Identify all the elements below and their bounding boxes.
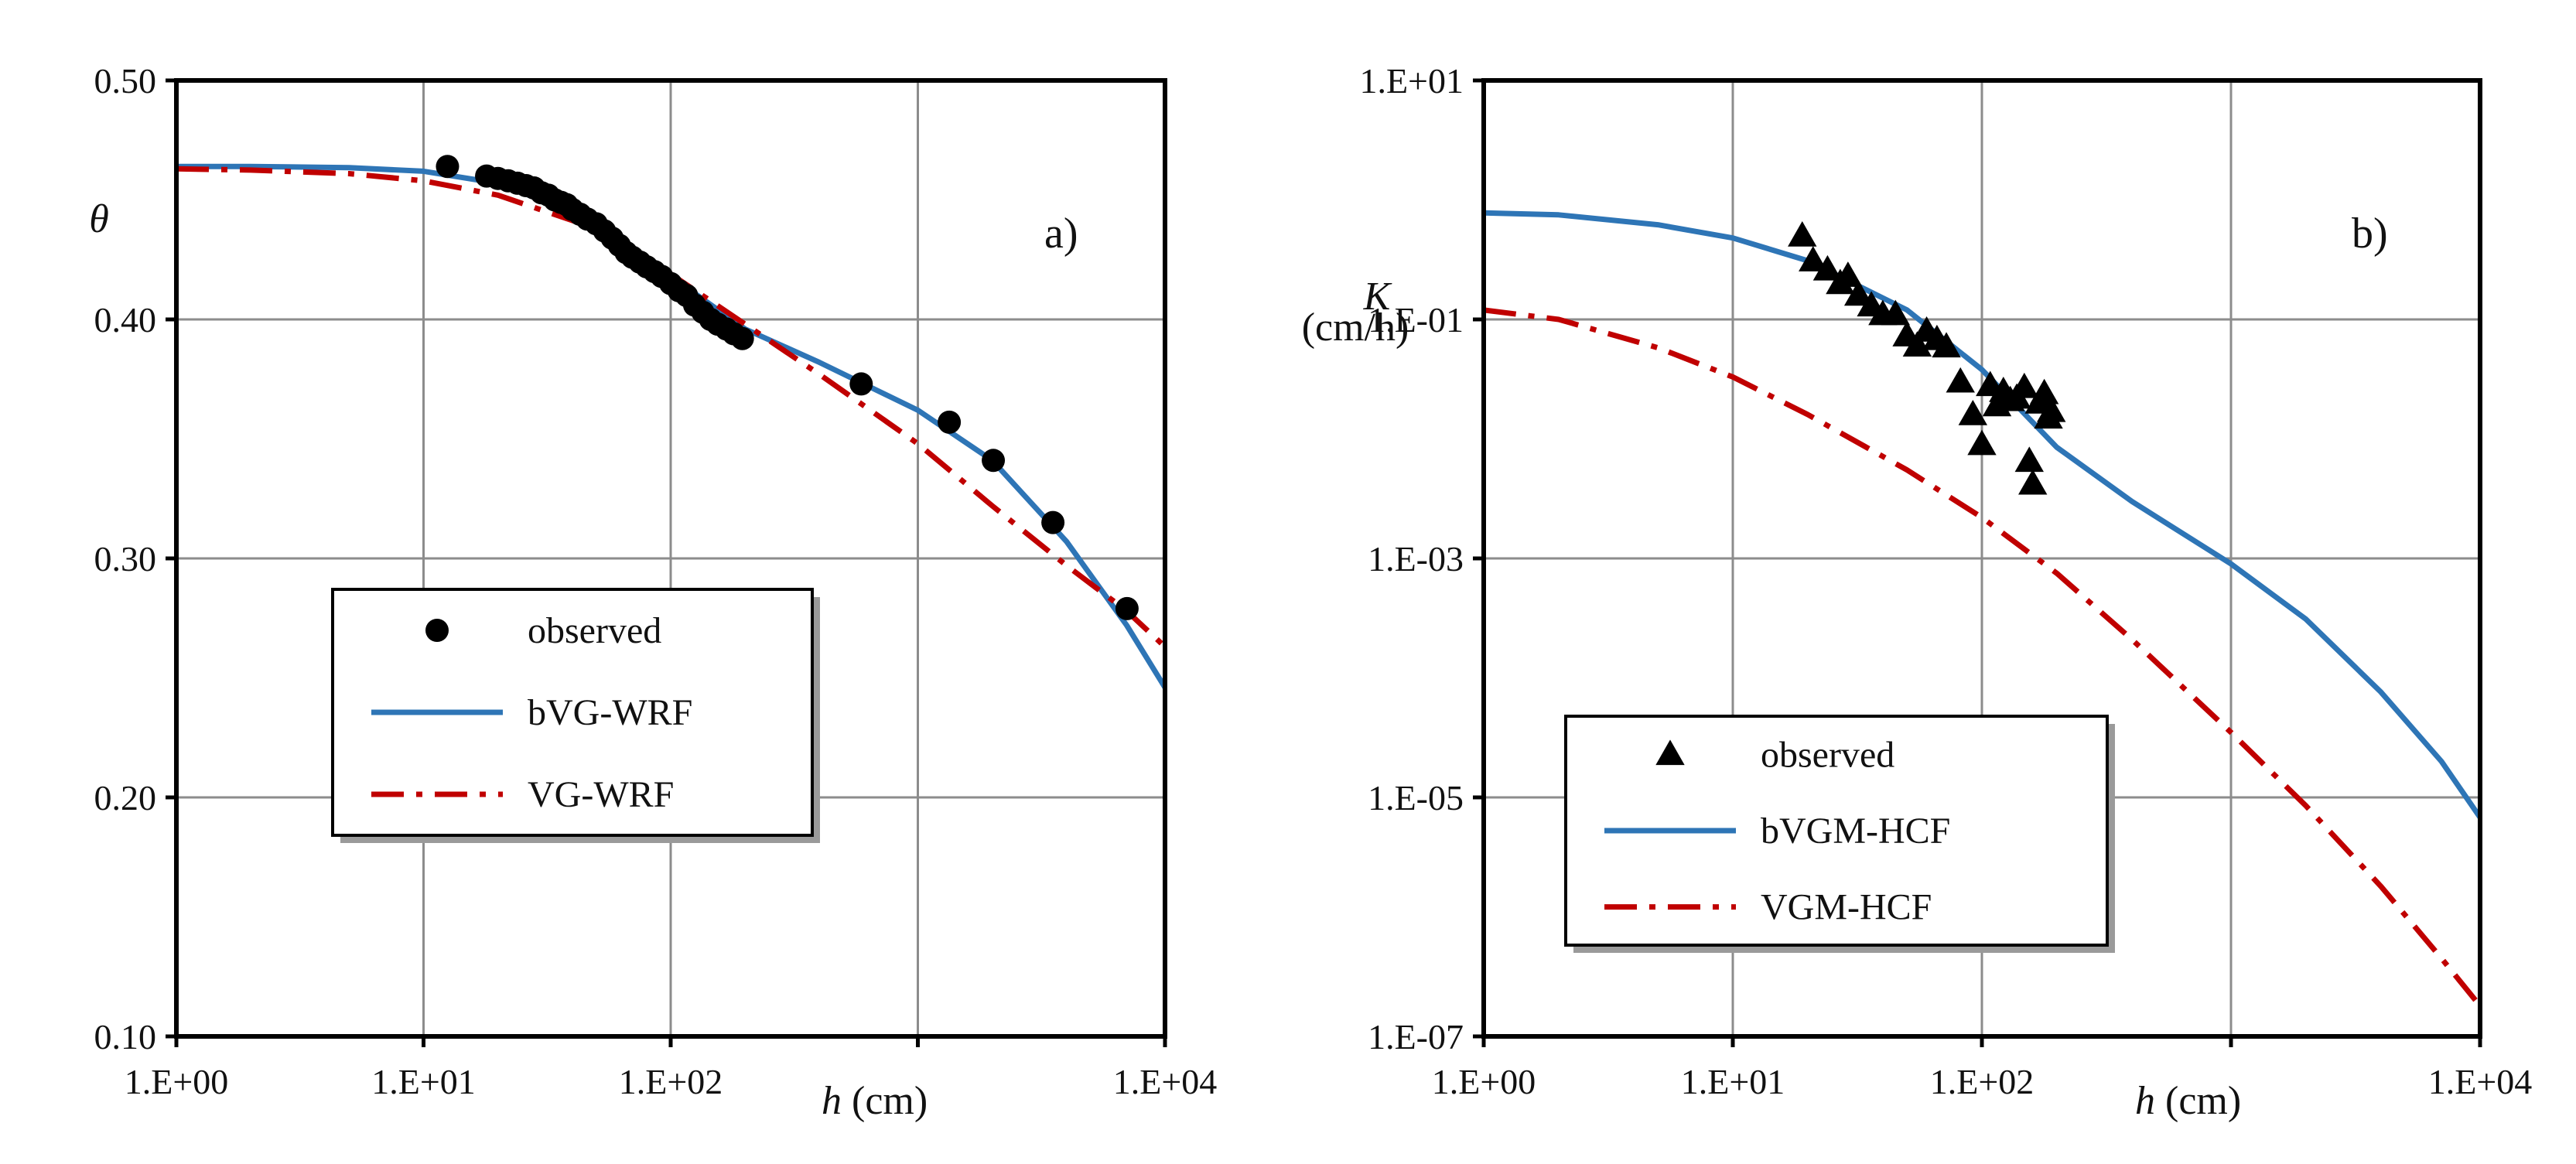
x-axis-unit: (cm) [842,1079,928,1123]
y-axis-label: θ [89,197,109,241]
y-tick-label: 0.10 [94,1017,157,1056]
data-point-observed [1967,429,1997,456]
data-point-observed [2037,396,2066,422]
data-point-observed [1958,399,1988,425]
x-axis-label: h (cm) [2135,1079,2241,1123]
x-tick-label: 1.E+04 [2428,1062,2533,1101]
legend-marker-observed [1655,739,1685,766]
data-point-observed [1799,246,1828,271]
data-point-observed [2010,372,2039,398]
y-tick-label: 1.E-01 [1368,300,1464,340]
data-point-observed [1812,254,1843,281]
x-tick-label: 1.E+00 [125,1062,229,1101]
x-tick-label: 1.E+01 [1681,1062,1785,1101]
y-axis-label: K [1363,275,1392,319]
y-axis-unit: (cm/h) [1302,306,1409,350]
x-axis-variable: h [822,1079,842,1123]
data-point-observed [2018,469,2048,495]
y-tick-label: 1.E+01 [1359,61,1464,101]
x-axis-unit: (cm) [2155,1079,2241,1123]
data-point-observed [1843,280,1874,306]
chart-panel-b: 1.E+01 1.E-01 1.E-03 1.E-05 1.E-07 1.E+00 1.E+… [1302,61,2533,1123]
data-point-observed [1946,367,1975,393]
data-point-observed [1788,221,1817,247]
x-axis-variable: h [2135,1079,2155,1123]
x-tick-label: 1.E+02 [1930,1062,2034,1101]
legend-label: VG-WRF [528,774,674,815]
data-point-observed [2014,446,2044,473]
x-tick-label: 1.E+04 [1113,1062,1218,1101]
legend-marker-observed [425,619,449,642]
legend-label: VGM-HCF [1761,887,1932,928]
y-tick-label: 1.E-07 [1368,1017,1464,1056]
data-point-observed [982,449,1006,473]
data-point-observed [1115,596,1139,620]
data-point-observed [730,326,754,350]
series-line-vgm-hcf [1484,307,2480,1008]
y-tick-label: 0.30 [94,539,157,579]
y-tick-label: 1.E-03 [1368,539,1464,579]
legend: observed bVG-WRF VG-WRF [331,588,820,843]
data-point-observed [1902,331,1932,357]
y-tick-label: 0.20 [94,778,157,818]
data-point-observed [1932,332,1961,358]
legend-label: bVGM-HCF [1761,811,1950,852]
chart-panel-a: 0.50 0.40 0.30 0.20 0.10 1.E+00 1.E+01 1.E+02 1.… [89,61,1217,1123]
data-point-observed [1833,261,1863,287]
legend: observed bVGM-HCF VGM-HCF [1564,715,2115,953]
y-tick-label: 1.E-05 [1368,778,1464,818]
x-axis-label: h (cm) [822,1079,928,1123]
legend-label: bVG-WRF [528,692,692,733]
data-point-observed [1041,510,1065,534]
data-point-observed [849,372,873,396]
x-tick-label: 1.E+00 [1432,1062,1536,1101]
data-point-observed [1881,299,1911,326]
data-point-observed [436,155,460,179]
y-tick-label: 0.50 [94,61,157,101]
x-tick-label: 1.E+02 [619,1062,723,1101]
legend-label: observed [528,610,661,651]
data-point-observed [938,410,962,434]
legend-label: observed [1761,734,1894,775]
y-tick-label: 0.40 [94,300,157,340]
panel-label: a) [1044,210,1078,258]
x-tick-label: 1.E+01 [371,1062,476,1101]
panel-label: b) [2352,210,2388,258]
